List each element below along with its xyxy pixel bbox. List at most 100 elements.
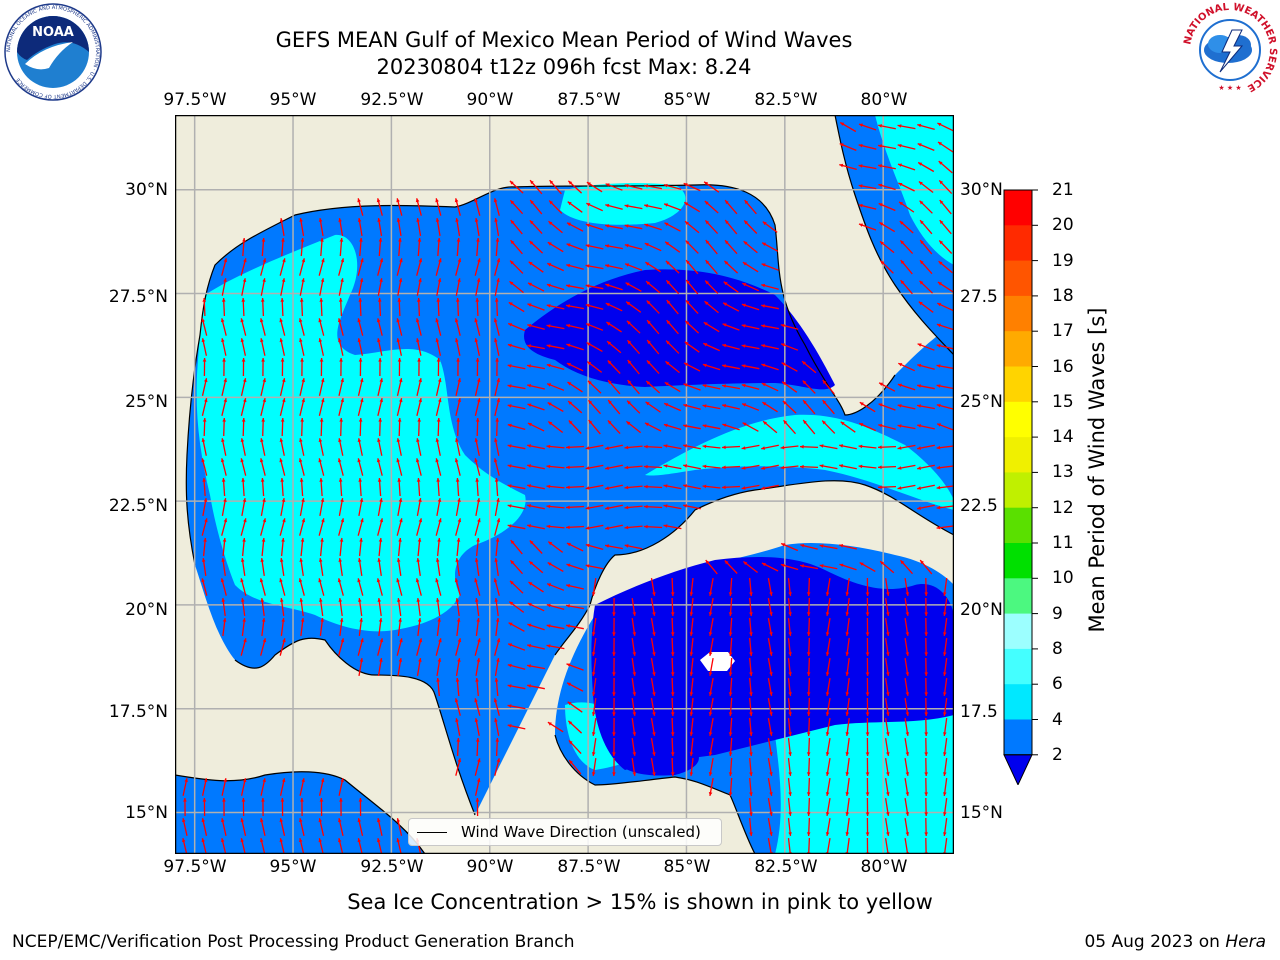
wave-arrow-head-733	[943, 612, 947, 616]
wave-arrow-head-600	[203, 538, 207, 542]
wave-arrow-head-501	[741, 466, 746, 470]
wave-arrow-head-494	[605, 466, 609, 470]
wave-arrow-head-37	[415, 198, 420, 203]
wave-arrow-head-913	[495, 738, 500, 742]
wave-arrow-head-642	[494, 558, 498, 562]
wave-arrow-head-581	[340, 518, 345, 523]
wave-arrow-head-794	[728, 652, 733, 656]
lon-label-top-4: 87.5°W	[557, 90, 621, 110]
wave-arrow-head-808	[398, 658, 403, 662]
wave-arrow-head-438	[279, 438, 284, 442]
wave-arrow-head-822	[689, 672, 694, 676]
wave-arrow-head-543	[897, 486, 902, 490]
colorbar-segment-8	[1004, 472, 1032, 509]
wave-arrow-head-589	[496, 518, 501, 523]
wave-arrow-head-206	[546, 304, 551, 308]
wave-arrow-head-1012	[377, 818, 381, 823]
wave-arrow-head-221	[220, 318, 225, 323]
wave-arrow-head-25	[644, 184, 648, 188]
gulf-of-mexico-map	[175, 115, 954, 854]
wave-arrow-head-276	[666, 340, 670, 345]
wave-arrow-head-845	[632, 692, 637, 696]
wave-arrow-head-857	[865, 692, 870, 696]
wave-arrow-head-852	[769, 692, 773, 696]
wave-arrow-head-32	[918, 181, 923, 186]
colorbar-tick-label-10: 11	[1052, 533, 1074, 553]
wave-arrow-head-901	[769, 732, 773, 736]
legend-label: Wind Wave Direction (unscaled)	[461, 823, 701, 841]
wave-arrow-head-398	[261, 418, 265, 422]
wave-arrow-head-983	[241, 798, 246, 802]
wave-arrow-head-17	[938, 161, 943, 165]
wave-arrow-head-628	[221, 558, 225, 562]
wave-arrow-head-836	[436, 678, 440, 682]
colorbar-tick-label-6: 15	[1052, 391, 1074, 412]
wave-arrow-head-1000	[924, 812, 928, 816]
wave-arrow-head-726	[806, 612, 811, 616]
wave-arrow-head-463	[761, 446, 765, 450]
wave-arrow-head-720	[689, 612, 694, 616]
wave-arrow-head-847	[670, 692, 675, 696]
wave-arrow-head-908	[905, 732, 910, 736]
period-below-2-yucatan-strip	[615, 748, 699, 776]
wave-arrow-head-176	[605, 283, 610, 288]
wave-arrow-head-785	[527, 644, 532, 648]
wave-arrow-head-314	[761, 363, 766, 368]
lon-label-bottom-3: 90°W	[466, 857, 514, 877]
wave-arrow-head-987	[319, 798, 324, 802]
wave-arrow-head-553	[340, 498, 344, 502]
wave-arrow-head-169	[476, 278, 481, 282]
wave-arrow-head-989	[358, 798, 363, 802]
wave-arrow-head-731	[905, 612, 910, 616]
period-below-2-east-gulf	[524, 269, 835, 390]
wave-arrow-head-39	[454, 198, 459, 203]
wave-arrow-head-474	[220, 458, 225, 463]
wave-arrow-head-33	[939, 180, 944, 185]
lat-label-left-0: 30°N	[125, 180, 168, 200]
wave-arrow-head-189	[221, 298, 226, 302]
wave-arrow-head-333	[457, 378, 461, 383]
wave-arrow-head-469	[878, 445, 882, 449]
wave-arrow-head-748	[495, 618, 500, 622]
wave-arrow-head-150	[742, 262, 747, 266]
wave-arrow-head-981	[202, 798, 207, 802]
wave-arrow-head-167	[437, 278, 442, 282]
wave-arrow-head-728	[845, 612, 850, 616]
wave-arrow-head-508	[878, 465, 882, 469]
wave-arrow-head-710	[475, 598, 479, 602]
wave-arrow-head-975	[865, 792, 870, 796]
lon-label-bottom-6: 82.5°W	[754, 857, 818, 877]
wave-arrow-head-1009	[318, 818, 323, 823]
wave-arrow-head-732	[924, 612, 928, 616]
wave-arrow-head-50	[664, 203, 668, 207]
wave-arrow-head-188	[202, 298, 207, 302]
colorbar-extend-triangle	[1003, 754, 1033, 785]
wave-arrow-head-933	[943, 752, 947, 756]
wave-arrow-head-1036	[396, 838, 400, 843]
wave-arrow-head-551	[301, 498, 305, 502]
wave-arrow-head-878	[806, 712, 811, 716]
wave-arrow-head-492	[566, 465, 570, 470]
wave-arrow-head-891	[568, 720, 573, 725]
wave-arrow-head-433	[937, 423, 941, 427]
wave-arrow-head-304	[566, 363, 571, 367]
wave-arrow-head-62	[318, 218, 323, 222]
wave-arrow-head-548	[242, 498, 247, 502]
wave-arrow-head-673	[454, 578, 459, 583]
wave-arrow-head-1014	[749, 832, 753, 836]
wave-arrow-head-608	[359, 538, 363, 542]
lon-label-bottom-0: 97.5°W	[163, 857, 227, 877]
wave-arrow-head-403	[358, 418, 363, 422]
wave-arrow-head-2	[878, 124, 882, 128]
wave-arrow-head-886	[455, 718, 459, 722]
wave-arrow-head-519	[338, 478, 343, 482]
wave-arrow-head-889	[507, 724, 512, 728]
wave-arrow-head-253	[221, 338, 225, 343]
wave-arrow-head-950	[825, 772, 830, 776]
wave-arrow-head-408	[456, 418, 460, 422]
wave-arrow-head-227	[337, 318, 342, 323]
wave-arrow-head-632	[299, 558, 303, 562]
wave-arrow-head-861	[943, 692, 947, 696]
wave-arrow-head-8	[878, 144, 882, 148]
wave-arrow-head-194	[319, 298, 324, 302]
